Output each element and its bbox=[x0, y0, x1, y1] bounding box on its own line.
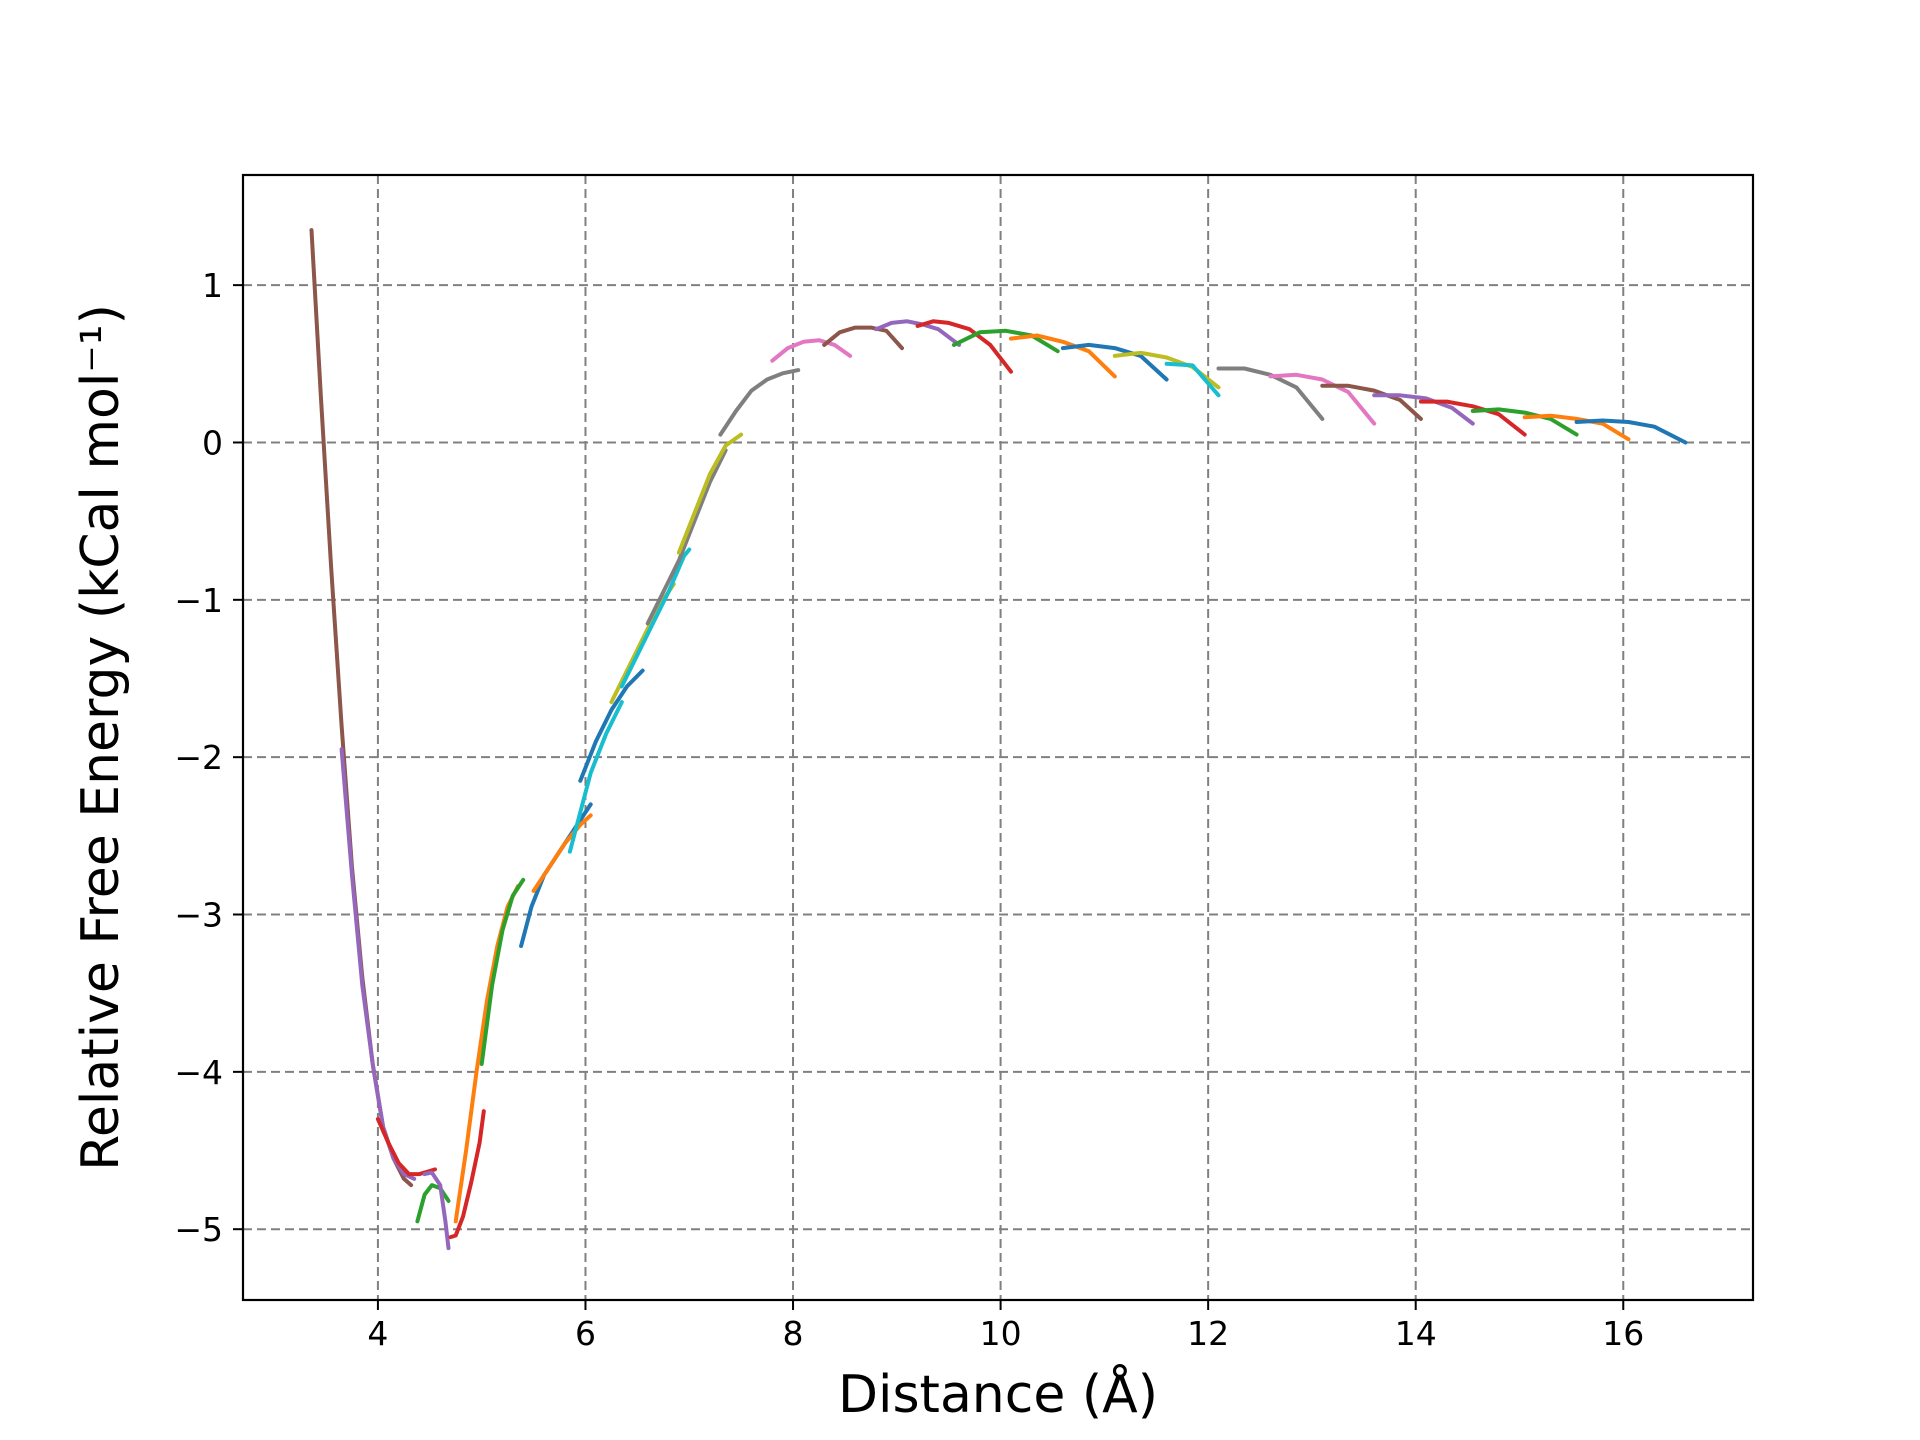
series-line-32 bbox=[1470, 407, 1579, 437]
series-line-28 bbox=[1268, 372, 1377, 426]
series-line-30 bbox=[1372, 393, 1475, 426]
y-tick-label: −5 bbox=[174, 1210, 223, 1249]
series-line-26 bbox=[1164, 361, 1221, 398]
series-line-2 bbox=[339, 747, 417, 1181]
ticks: 4 6 8 10 12 14 16 −5 −4 −3 −2 −1 0 1 bbox=[174, 266, 1644, 1353]
series-line-5 bbox=[422, 1170, 451, 1251]
series-line-15 bbox=[645, 448, 728, 626]
x-tick-label: 16 bbox=[1602, 1314, 1644, 1353]
series-line-3 bbox=[375, 1117, 437, 1177]
series-line-14 bbox=[619, 547, 692, 689]
series-line-20 bbox=[874, 319, 962, 347]
series-line-25 bbox=[1112, 350, 1221, 390]
plot-frame bbox=[241, 173, 1755, 1302]
series-line-7 bbox=[453, 884, 520, 1224]
series-line-19 bbox=[822, 325, 904, 351]
series-line-21 bbox=[915, 319, 1013, 374]
series-line-6 bbox=[448, 1109, 486, 1240]
series-line-33 bbox=[1522, 413, 1631, 442]
series-line-29 bbox=[1320, 383, 1423, 421]
x-tick-label: 10 bbox=[980, 1314, 1022, 1353]
y-tick-label: 0 bbox=[202, 423, 223, 462]
series-line-17 bbox=[718, 368, 801, 437]
series-line-11 bbox=[567, 700, 624, 854]
series-line-23 bbox=[1009, 333, 1117, 379]
series-line-31 bbox=[1418, 399, 1527, 437]
y-tick-label: −2 bbox=[174, 738, 223, 777]
y-tick-label: −1 bbox=[174, 581, 223, 620]
series-line-10 bbox=[531, 813, 593, 893]
x-tick-label: 6 bbox=[575, 1314, 596, 1353]
y-axis-label: Relative Free Energy (kCal mol⁻¹) bbox=[71, 304, 131, 1171]
x-axis-label: Distance (Å) bbox=[838, 1363, 1158, 1425]
series-line-24 bbox=[1060, 342, 1169, 382]
series-line-12 bbox=[578, 668, 645, 783]
y-tick-label: −3 bbox=[174, 896, 223, 935]
x-tick-label: 8 bbox=[783, 1314, 804, 1353]
series-line-1 bbox=[309, 228, 414, 1188]
series-line-16 bbox=[676, 432, 744, 555]
series-line-8 bbox=[479, 877, 526, 1066]
series-line-22 bbox=[951, 328, 1060, 354]
series-line-18 bbox=[770, 338, 853, 363]
series-layer bbox=[309, 228, 1688, 1251]
y-tick-label: −4 bbox=[174, 1053, 223, 1092]
x-tick-label: 12 bbox=[1187, 1314, 1229, 1353]
x-tick-label: 14 bbox=[1395, 1314, 1437, 1353]
series-line-34 bbox=[1574, 418, 1688, 445]
grid bbox=[243, 175, 1753, 1300]
y-tick-label: 1 bbox=[202, 266, 223, 305]
x-tick-label: 4 bbox=[367, 1314, 388, 1353]
